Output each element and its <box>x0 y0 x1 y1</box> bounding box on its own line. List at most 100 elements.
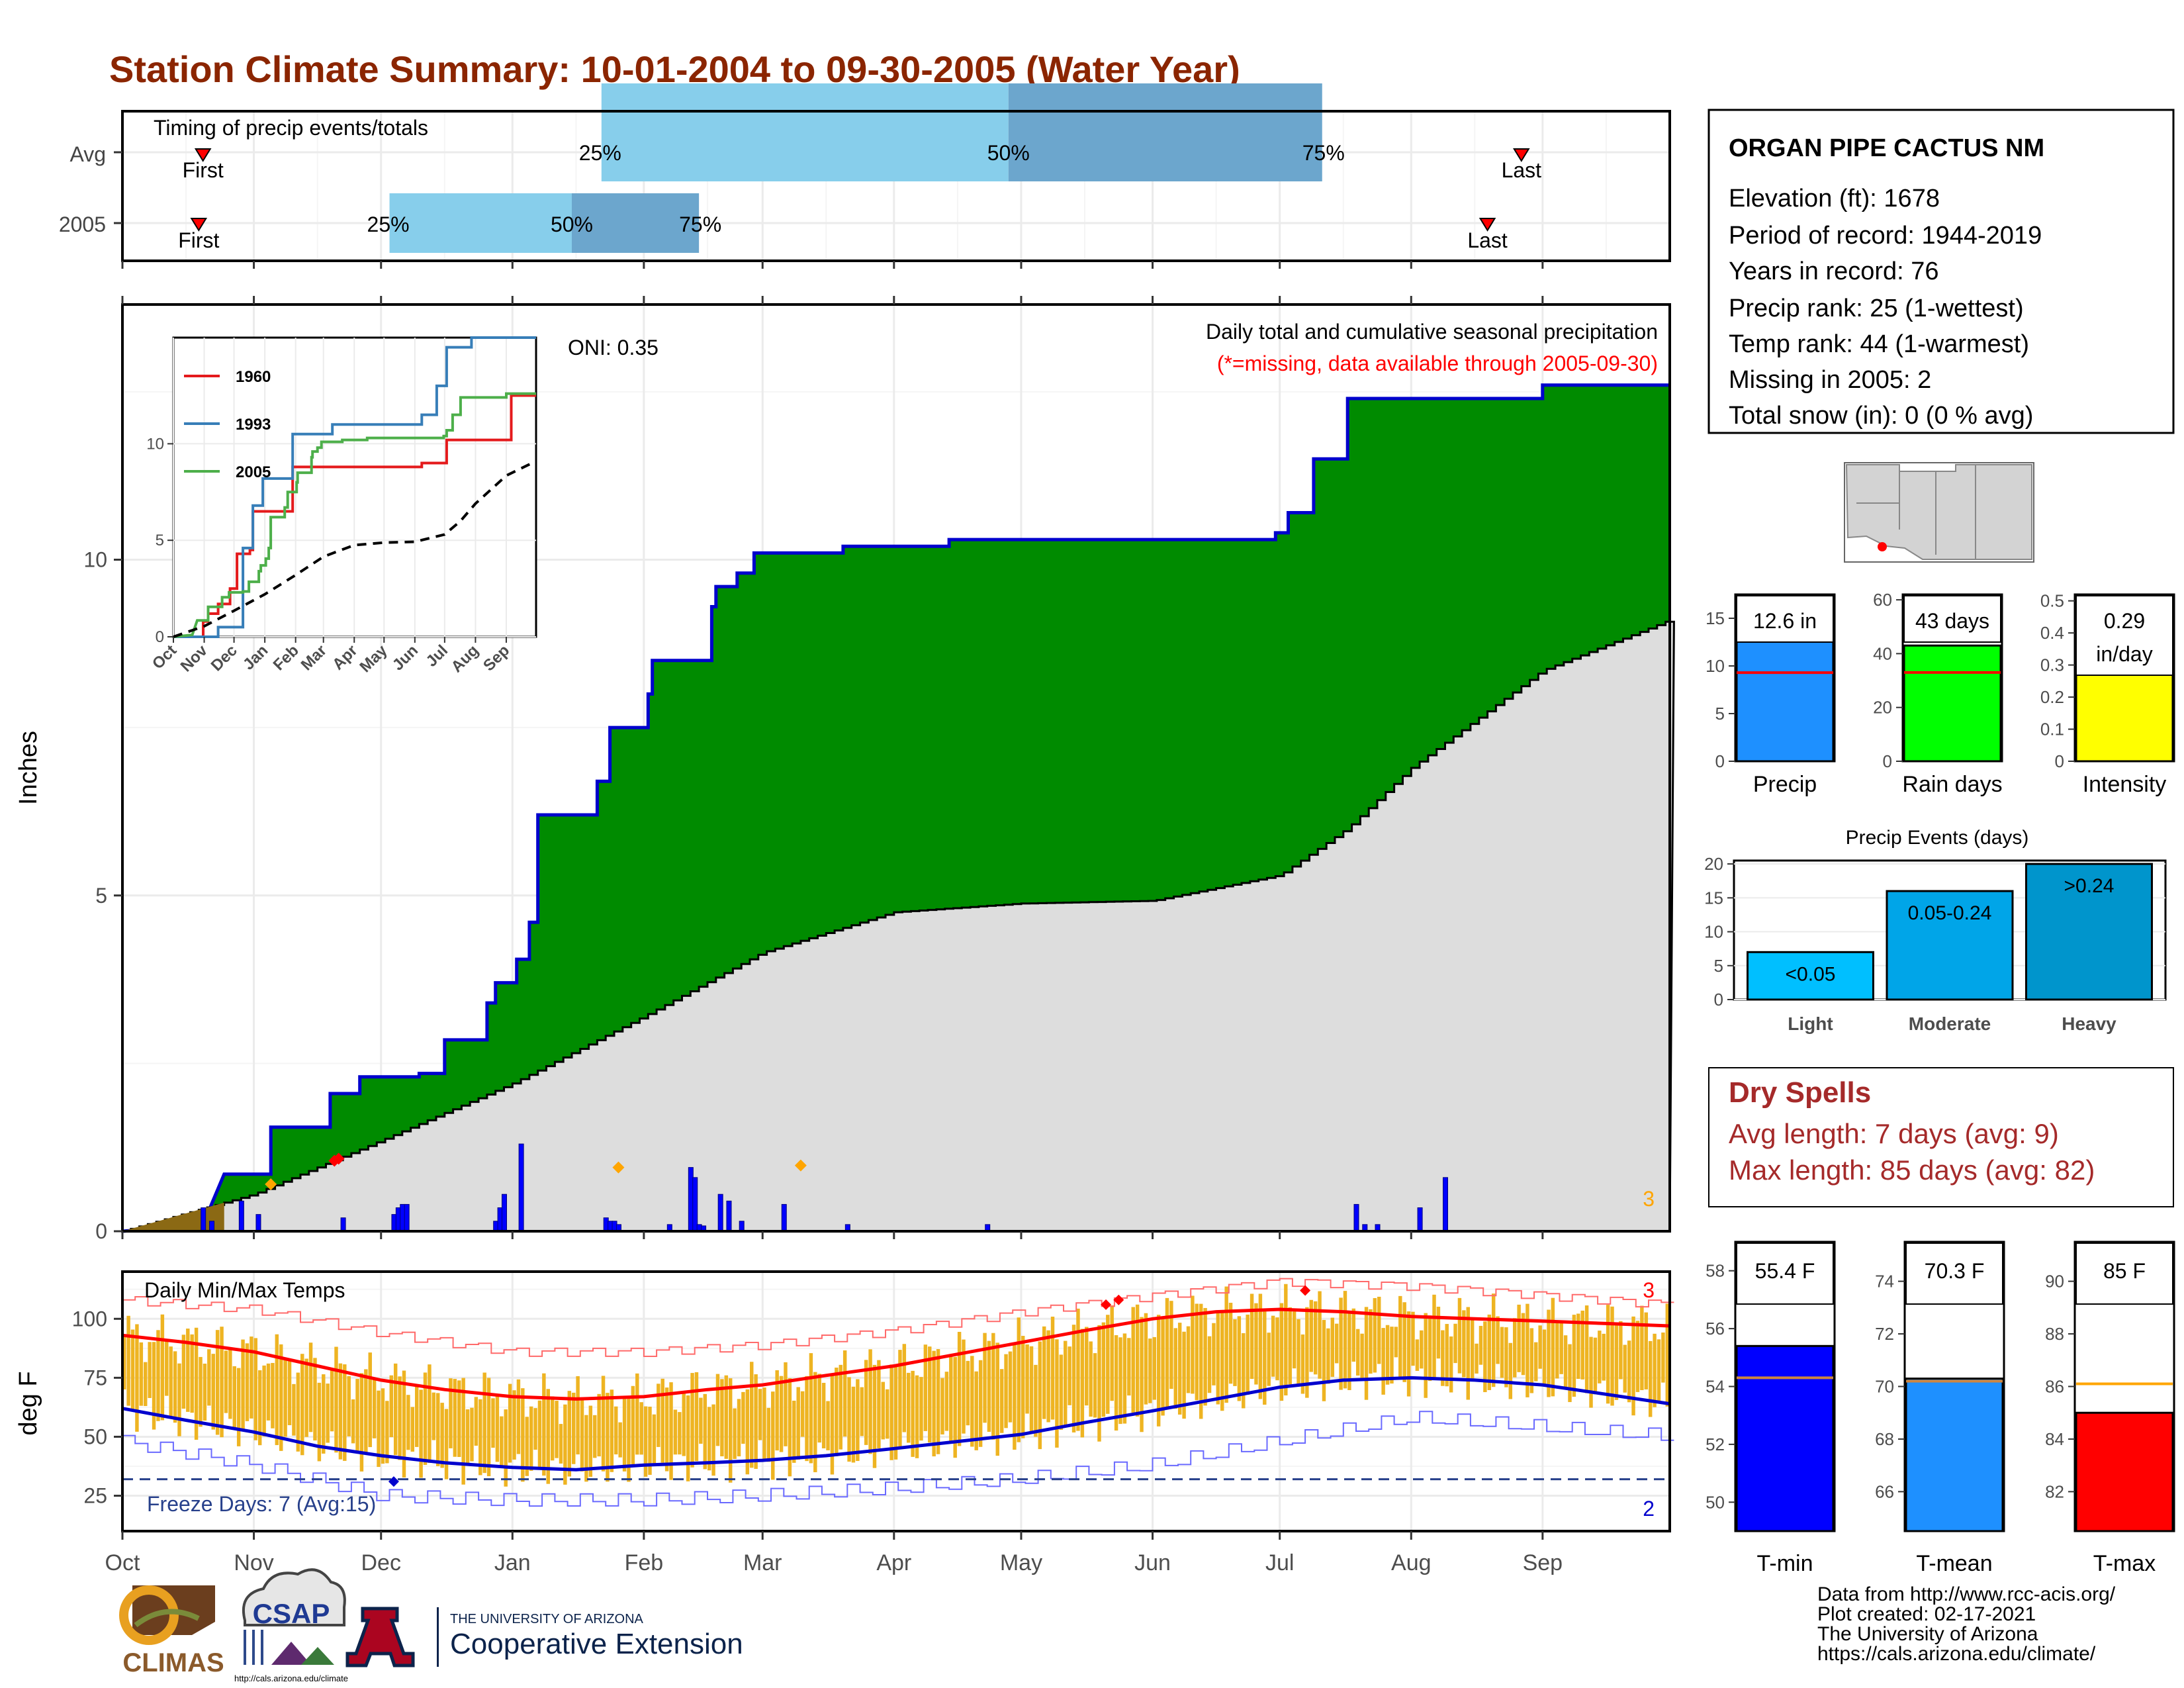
daily-temp-bar <box>987 1340 991 1432</box>
daily-temp-bar <box>576 1376 580 1455</box>
tmax-stat-value-label: 85 F <box>2103 1259 2146 1283</box>
daily-temp-bar <box>1542 1329 1547 1384</box>
daily-temp-bar <box>1466 1307 1470 1400</box>
temp-panel: 25 50 75 100 deg F Daily Min/Max Temps Free… <box>15 1270 1674 1575</box>
daily-temp-bar <box>877 1360 881 1448</box>
daily-temp-bar <box>211 1354 215 1430</box>
temp-ytick-label: 25 <box>83 1484 107 1508</box>
events-bar-label: <0.05 <box>1786 963 1836 985</box>
daily-temp-bar <box>1089 1341 1093 1417</box>
credits: Data from http://www.rcc-acis.org/ Plot … <box>1817 1583 2116 1665</box>
daily-temp-bar <box>1288 1307 1292 1385</box>
daily-temp-bar <box>1614 1323 1619 1400</box>
avg-q75-label: 75% <box>1302 141 1345 165</box>
daily-temp-bar <box>550 1396 555 1461</box>
daily-temp-bar <box>1563 1335 1568 1389</box>
daily-temp-bar <box>627 1396 631 1482</box>
daily-temp-bar <box>313 1358 317 1441</box>
daily-temp-bar <box>262 1365 266 1437</box>
daily-temp-bar <box>1487 1314 1492 1390</box>
tmean-stat-category-label: T-mean <box>1916 1551 1992 1576</box>
daily-temp-bar <box>750 1362 754 1468</box>
daily-temp-bar <box>177 1363 181 1436</box>
daily-temp-bar <box>800 1391 805 1437</box>
daily-temp-bar <box>580 1397 584 1472</box>
tmax-stat-bar <box>2075 1411 2174 1532</box>
daily-temp-bar <box>1271 1315 1275 1377</box>
daily-temp-bar <box>1657 1339 1661 1403</box>
avg-q50-label: 50% <box>987 141 1030 165</box>
daily-temp-bar <box>652 1414 657 1466</box>
ua-small-text: THE UNIVERSITY OF ARIZONA <box>450 1612 644 1626</box>
daily-temp-bar <box>588 1405 593 1477</box>
daily-temp-bar <box>1385 1325 1390 1385</box>
intensity-ytick: 0 <box>2055 751 2064 771</box>
daily-temp-bar <box>694 1372 699 1462</box>
inset-ytick-label: 0 <box>156 628 164 646</box>
rain-days-ytick: 20 <box>1873 698 1892 718</box>
daily-temp-bar <box>1525 1303 1529 1397</box>
daily-temp-bar <box>1584 1305 1589 1393</box>
daily-temp-bar <box>1029 1346 1034 1434</box>
daily-precip-bar <box>1417 1207 1423 1232</box>
intensity-ytick: 0.3 <box>2040 655 2064 675</box>
station-info-box: ORGAN PIPE CACTUS NM Elevation (ft): 167… <box>1707 109 2175 434</box>
daily-temp-bar <box>842 1350 847 1437</box>
daily-temp-bar <box>707 1407 711 1471</box>
daily-temp-bar <box>1665 1303 1670 1407</box>
temp-ytick-label: 100 <box>72 1307 107 1331</box>
daily-temp-bar <box>257 1370 262 1446</box>
daily-temp-bar <box>1559 1322 1563 1374</box>
daily-temp-bar <box>699 1397 703 1444</box>
daily-temp-bar <box>559 1424 563 1464</box>
daily-temp-bar <box>364 1369 368 1452</box>
daily-temp-bar <box>1334 1323 1339 1364</box>
daily-temp-bar <box>593 1415 597 1458</box>
daily-temp-bar <box>283 1358 287 1437</box>
daily-temp-bar <box>461 1378 465 1485</box>
daily-temp-bar <box>1644 1312 1649 1389</box>
daily-temp-bar <box>1555 1322 1559 1379</box>
daily-temp-bar <box>308 1342 313 1432</box>
precip-marker <box>265 1178 277 1190</box>
locator-map <box>1844 462 2034 563</box>
cumulative-precip-line <box>122 383 1670 1233</box>
daily-temp-bar <box>296 1372 300 1452</box>
tmean-stat-ytick: 70 <box>1875 1377 1894 1397</box>
daily-temp-bar <box>317 1382 322 1462</box>
intensity-ytick: 0.1 <box>2040 720 2064 739</box>
precip-events-title: Precip Events (days) <box>1846 827 2029 849</box>
daily-precip-bar <box>404 1203 410 1232</box>
daily-precip-bar <box>1443 1177 1449 1232</box>
daily-temp-bar <box>1034 1364 1038 1437</box>
daily-temp-bar <box>245 1343 250 1421</box>
tmean-stat-ytick: 72 <box>1875 1324 1894 1344</box>
daily-temp-bar <box>1263 1311 1267 1405</box>
daily-temp-bar <box>381 1388 385 1464</box>
daily-temp-bar <box>606 1393 610 1482</box>
dry-spells-max: Max length: 85 days (avg: 82) <box>1729 1154 2095 1186</box>
daily-temp-bar <box>1508 1342 1513 1399</box>
daily-temp-bar <box>1648 1340 1653 1417</box>
dry-spells-box: Dry Spells Avg length: 7 days (avg: 9) M… <box>1708 1067 2174 1207</box>
daily-temp-bar <box>440 1403 444 1468</box>
daily-temp-bar <box>1355 1329 1360 1376</box>
daily-temp-bar <box>292 1383 296 1436</box>
daily-temp-bar <box>1106 1315 1110 1414</box>
daily-temp-bar <box>1479 1325 1483 1365</box>
daily-temp-bar <box>1529 1328 1534 1393</box>
tmax-stat-ytick: 88 <box>2045 1324 2064 1344</box>
station-precip-rank: Precip rank: 25 (1-wettest) <box>1729 295 2024 322</box>
freeze-days-label: Freeze Days: 7 (Avg:15) <box>147 1492 376 1516</box>
daily-temp-bar <box>1534 1342 1538 1382</box>
daily-precip-bar <box>238 1200 244 1232</box>
daily-precip-bar <box>739 1221 745 1232</box>
station-temp-rank: Temp rank: 44 (1-warmest) <box>1729 330 2029 358</box>
tmean-stat-ytick: 66 <box>1875 1481 1894 1501</box>
daily-temp-bar <box>1606 1305 1610 1404</box>
daily-temp-bar <box>1326 1328 1330 1384</box>
daily-temp-bar <box>508 1383 512 1463</box>
daily-temp-bar <box>1046 1330 1050 1423</box>
daily-temp-bar <box>1250 1293 1254 1380</box>
daily-temp-bar <box>1013 1342 1017 1450</box>
